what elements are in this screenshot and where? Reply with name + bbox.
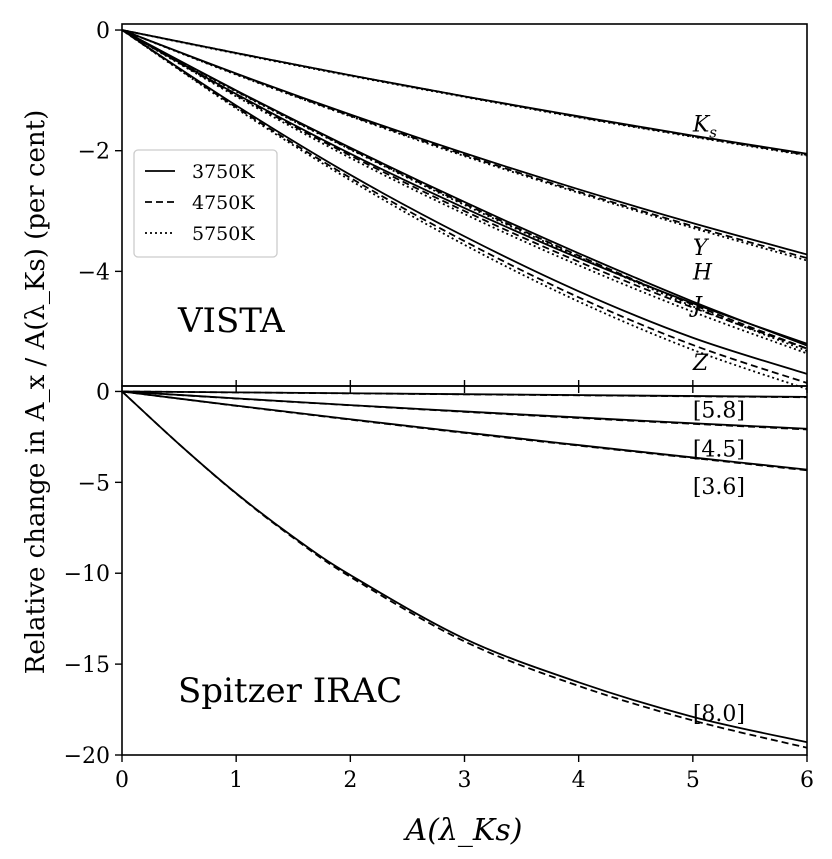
vista-line-z-4750k <box>121 29 808 384</box>
irac-panel: 0 −5 −10 −15 −20 0 1 2 3 4 5 6 [5.8] [4.5] [3.6] [8.0… <box>64 380 814 793</box>
vista-panel-label: VISTA <box>177 301 285 341</box>
x-tick-label: 6 <box>800 768 814 793</box>
x-tick-label: 5 <box>686 768 700 793</box>
vista-line-ks-5750k <box>121 29 808 157</box>
vista-y-tick-label: −4 <box>78 260 110 285</box>
irac-band-labels: [5.8] [4.5] [3.6] [8.0] <box>693 399 745 728</box>
x-tick-label: 0 <box>115 768 129 793</box>
y-axis-label: Relative change in A_x / A(λ_Ks) (per ce… <box>21 110 51 675</box>
legend-box <box>133 149 278 258</box>
vista-band-labels: Ks YHJ Z <box>689 113 717 376</box>
irac-band-label-8-0: [8.0] <box>693 702 745 727</box>
legend-label-5750k: 5750K <box>192 223 255 245</box>
irac-y-tick-label: −15 <box>64 653 110 678</box>
x-tick-label: 2 <box>343 768 357 793</box>
vista-band-label-h: H <box>692 260 713 285</box>
x-tick-label: 3 <box>458 768 472 793</box>
x-tick-label: 1 <box>229 768 243 793</box>
vista-panel: 0 −2 −4 Ks YHJ Z VISTA 3750K 4750K 5750K <box>78 19 808 390</box>
vista-line-y-4750k <box>121 29 808 259</box>
irac-y-tick-label: −20 <box>64 744 110 769</box>
vista-line-z-3750k <box>121 29 808 375</box>
vista-y-tick-label: −2 <box>78 140 110 165</box>
irac-band-label-3-6: [3.6] <box>693 475 745 500</box>
legend-label-3750k: 3750K <box>192 161 255 183</box>
irac-band-label-4-5: [4.5] <box>693 438 745 463</box>
irac-panel-label: Spitzer IRAC <box>178 671 402 711</box>
vista-band-label-z: Z <box>692 351 709 376</box>
legend-label-4750k: 4750K <box>192 192 255 214</box>
irac-y-tick-label: −5 <box>78 471 110 496</box>
irac-line-5-8-4750k <box>121 390 808 399</box>
vista-band-label-y: Y <box>693 236 710 261</box>
vista-line-j-3750k <box>121 29 808 345</box>
vista-line-j-4750k <box>121 29 808 350</box>
x-axis: 0 1 2 3 4 5 6 <box>115 380 814 793</box>
irac-y-axis: 0 −5 −10 −15 −20 <box>64 380 122 769</box>
vista-band-label-ks: Ks <box>692 113 717 142</box>
vista-line-h-4750k <box>121 29 808 350</box>
irac-line-4-5-4750k <box>121 390 808 431</box>
vista-line-z-5750k <box>121 29 808 390</box>
vista-y-axis: 0 −2 −4 <box>78 19 122 285</box>
vista-y-tick-label: 0 <box>96 19 110 44</box>
irac-band-label-5-8: [5.8] <box>693 399 745 424</box>
legend: 3750K 4750K 5750K <box>133 149 278 258</box>
irac-line-8-0-4750k <box>121 390 808 749</box>
vista-band-label-j: J <box>689 294 703 319</box>
irac-series-group <box>121 390 808 749</box>
irac-y-tick-label: 0 <box>96 380 110 405</box>
vista-line-h-3750k <box>121 29 808 347</box>
x-tick-label: 4 <box>572 768 586 793</box>
irac-y-tick-label: −10 <box>64 562 110 587</box>
vista-series-group <box>121 29 808 390</box>
x-axis-label: A(λ_Ks) <box>403 813 523 848</box>
irac-line-3-6-4750k <box>121 390 808 472</box>
